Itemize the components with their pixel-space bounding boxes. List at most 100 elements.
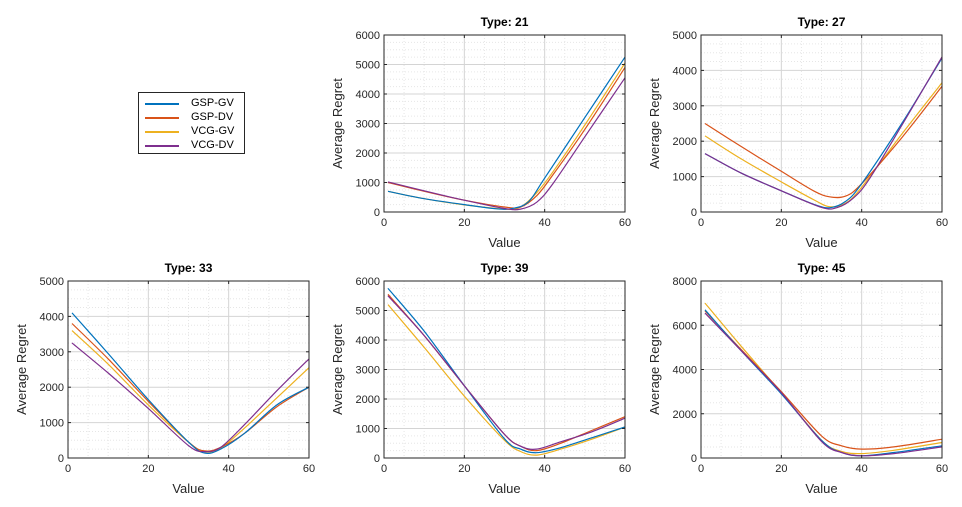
- series-line-gsp-gv: [387, 288, 626, 454]
- y-tick-label: 8000: [673, 276, 697, 288]
- y-tick-label: 4000: [40, 311, 64, 323]
- x-axis-label: Value: [805, 481, 837, 496]
- y-tick-label: 4000: [673, 65, 697, 77]
- axes-box: [67, 280, 310, 459]
- chart-title: Type: 21: [481, 15, 529, 29]
- x-tick-label: 40: [539, 217, 551, 229]
- y-tick-label: 2000: [356, 148, 380, 160]
- y-tick-label: 5000: [40, 276, 64, 288]
- y-tick-label: 1000: [356, 178, 380, 190]
- chart-2: 0 20 40 60 0 1000 2000 3000 4000 5000 Type: 27 Valu…: [647, 15, 948, 250]
- x-tick-label: 0: [698, 463, 704, 475]
- y-tick-label: 0: [374, 207, 380, 219]
- x-tick-label: 60: [303, 463, 315, 475]
- legend-label-vcg-gv: VCG-GV: [191, 125, 235, 137]
- chart-3: 0 20 40 60 0 1000 2000 3000 4000 5000 Type: 33 Valu…: [14, 261, 315, 496]
- y-tick-label: 5000: [356, 306, 380, 318]
- chart-title: Type: 39: [481, 261, 529, 275]
- chart-title: Type: 45: [798, 261, 846, 275]
- chart-1: 0 20 40 60 0 1000 2000 3000 4000 5000 6000 Type: 21…: [330, 15, 631, 250]
- y-tick-label: 0: [691, 207, 697, 219]
- y-tick-label: 4000: [356, 335, 380, 347]
- series-line-vcg-dv: [704, 312, 943, 457]
- series-line-vcg-dv: [387, 295, 626, 450]
- y-axis-label: Average Regret: [330, 78, 345, 169]
- y-tick-label: 2000: [40, 382, 64, 394]
- y-tick-label: 4000: [356, 89, 380, 101]
- y-tick-label: 4000: [673, 365, 697, 377]
- x-tick-label: 20: [775, 463, 787, 475]
- legend: GSP-GV GSP-DV VCG-GV VCG-DV: [138, 92, 245, 154]
- series-line-vcg-dv: [71, 342, 310, 453]
- axes-box: [700, 34, 943, 213]
- y-axis-label: Average Regret: [330, 324, 345, 415]
- series-line-gsp-dv: [704, 310, 943, 450]
- y-axis-label: Average Regret: [647, 78, 662, 169]
- x-axis-label: Value: [488, 481, 520, 496]
- grid: [701, 35, 942, 212]
- legend-swatch-gsp-dv: [145, 117, 179, 119]
- chart-5: 0 20 40 60 0 2000 4000 6000 8000 Type: 45 Value Ave…: [647, 261, 948, 496]
- x-tick-label: 60: [936, 217, 948, 229]
- y-tick-label: 0: [58, 453, 64, 465]
- x-tick-label: 40: [856, 217, 868, 229]
- x-tick-label: 0: [381, 463, 387, 475]
- series-line-gsp-dv: [704, 85, 943, 199]
- chart-4: 0 20 40 60 0 1000 2000 3000 4000 5000 6000 Type: 39…: [330, 261, 631, 496]
- legend-label-vcg-dv: VCG-DV: [191, 139, 234, 151]
- y-tick-label: 0: [374, 453, 380, 465]
- x-tick-label: 0: [381, 217, 387, 229]
- y-tick-label: 6000: [356, 276, 380, 288]
- x-tick-label: 40: [539, 463, 551, 475]
- legend-entry-gsp-dv: GSP-DV: [139, 110, 244, 124]
- series-line-gsp-gv: [71, 312, 310, 454]
- y-tick-label: 1000: [673, 172, 697, 184]
- legend-entry-vcg-dv: VCG-DV: [139, 138, 244, 152]
- series-line-vcg-dv: [387, 77, 626, 211]
- x-tick-label: 60: [936, 463, 948, 475]
- legend-label-gsp-dv: GSP-DV: [191, 111, 234, 123]
- y-tick-label: 3000: [356, 119, 380, 131]
- x-tick-label: 0: [65, 463, 71, 475]
- y-tick-label: 2000: [673, 136, 697, 148]
- series-line-vcg-gv: [704, 82, 943, 208]
- x-tick-label: 20: [775, 217, 787, 229]
- legend-entry-gsp-gv: GSP-GV: [139, 96, 244, 110]
- series-line-gsp-gv: [387, 56, 626, 210]
- x-axis-label: Value: [805, 235, 837, 250]
- grid: [68, 281, 309, 458]
- grid: [384, 281, 625, 458]
- x-axis-label: Value: [172, 481, 204, 496]
- y-tick-label: 3000: [40, 347, 64, 359]
- series-line-vcg-dv: [704, 56, 943, 210]
- y-tick-label: 3000: [673, 101, 697, 113]
- y-tick-label: 3000: [356, 365, 380, 377]
- y-tick-label: 0: [691, 453, 697, 465]
- legend-label-gsp-gv: GSP-GV: [191, 97, 234, 109]
- y-tick-label: 2000: [673, 409, 697, 421]
- y-axis-label: Average Regret: [647, 324, 662, 415]
- x-tick-label: 20: [458, 217, 470, 229]
- x-tick-label: 60: [619, 463, 631, 475]
- y-tick-label: 5000: [356, 60, 380, 72]
- y-tick-label: 1000: [40, 418, 64, 430]
- x-tick-label: 60: [619, 217, 631, 229]
- y-tick-label: 6000: [356, 30, 380, 42]
- series-line-vcg-gv: [387, 304, 626, 456]
- y-tick-label: 6000: [673, 320, 697, 332]
- x-tick-label: 40: [856, 463, 868, 475]
- x-tick-label: 40: [223, 463, 235, 475]
- y-tick-label: 5000: [673, 30, 697, 42]
- x-tick-label: 20: [142, 463, 154, 475]
- chart-title: Type: 33: [165, 261, 213, 275]
- legend-entry-vcg-gv: VCG-GV: [139, 124, 244, 138]
- grid: [384, 35, 625, 212]
- y-axis-label: Average Regret: [14, 324, 29, 415]
- legend-swatch-gsp-gv: [145, 103, 179, 105]
- x-tick-label: 0: [698, 217, 704, 229]
- legend-swatch-vcg-gv: [145, 131, 179, 133]
- chart-title: Type: 27: [798, 15, 846, 29]
- legend-swatch-vcg-dv: [145, 145, 179, 147]
- y-tick-label: 2000: [356, 394, 380, 406]
